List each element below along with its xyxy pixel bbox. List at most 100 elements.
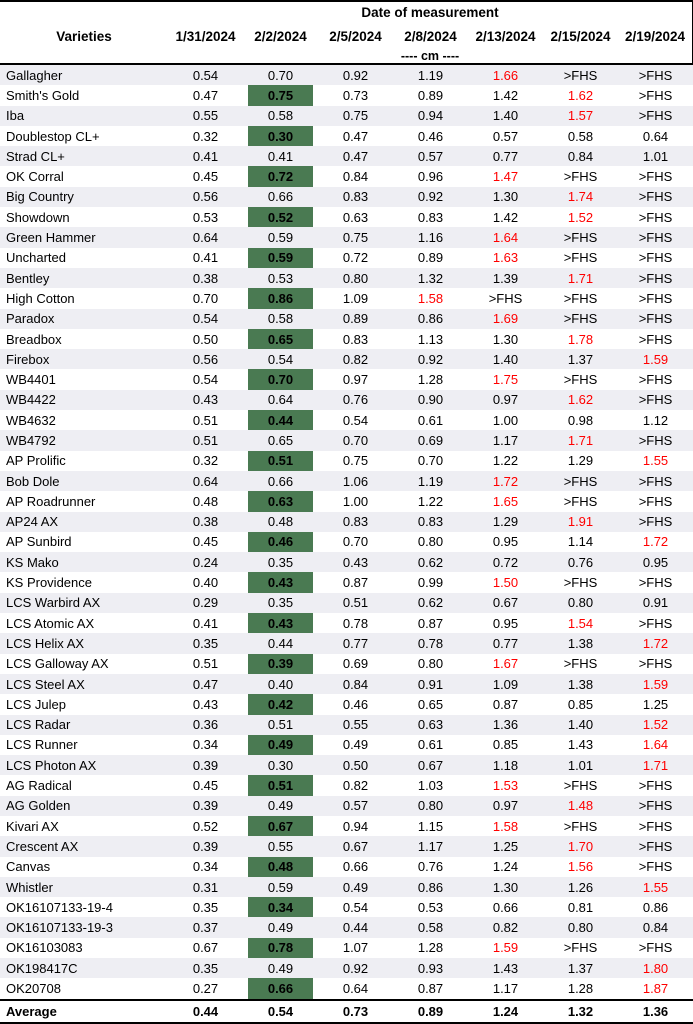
variety-name: Iba [0,105,168,126]
table-row: OK198417C 0.35 0.49 0.92 0.93 1.43 1.37 1.80 [0,958,693,979]
measurement-cell: 1.13 [417,331,444,347]
measurement-cell: 1.00 [342,493,369,509]
measurement-cell: >FHS [618,836,693,857]
measurement-cell: 1.30 [468,876,543,898]
first-hollow-stem-highlight: 0.59 [248,247,313,268]
measurement-cell: 0.70 [243,369,318,390]
first-hollow-stem-highlight: 0.78 [248,937,313,959]
measurement-cell: 0.87 [417,981,444,996]
variety-name: Bob Dole [0,470,168,492]
measurement-cell: 0.67 [468,592,543,614]
measurement-cell: 1.71 [543,267,618,289]
measurement-cell: 1.38 [543,633,618,654]
measurement-cell: 0.76 [417,859,444,875]
measurement-cell: 1.19 [393,470,468,492]
measurement-cell: 1.09 [342,290,369,306]
measurement-cell: 0.77 [468,633,543,654]
table-row: OK16107133-19-4 0.35 0.34 0.54 0.53 0.66 0.81 0… [0,897,693,918]
measurement-cell: 0.80 [417,656,444,672]
table-row: Kivari AX 0.52 0.67 0.94 1.15 1.58 >FHS >FHS [0,815,693,837]
measurement-cell: >FHS [563,250,598,266]
column-header-date: 2/5/2024 [329,28,382,44]
measurement-cell: 1.52 [567,209,594,225]
first-hollow-stem-highlight: 0.66 [248,978,313,999]
table-row: Smith's Gold 0.47 0.75 0.73 0.89 1.42 1.62 >FHS [0,85,693,106]
table-row: AP Prolific 0.32 0.51 0.75 0.70 1.22 1.29 1.55 [0,450,693,471]
measurement-cell: 0.49 [318,876,393,898]
measurement-cell: 0.66 [243,470,318,492]
measurement-cell: 0.52 [243,207,318,228]
measurement-cell: 0.34 [192,859,219,875]
measurement-cell: 0.83 [393,511,468,532]
table-row: OK20708 0.27 0.66 0.64 0.87 1.17 1.28 1.87 [0,978,693,999]
table-row: AP Roadrunner 0.48 0.63 1.00 1.22 1.65 >FHS >FH… [0,491,693,512]
measurement-cell: 0.86 [393,876,468,898]
first-hollow-stem-highlight: 0.48 [248,856,313,877]
measurement-cell: 1.40 [543,714,618,735]
measurement-cell: 1.66 [468,64,543,86]
measurement-cell: >FHS [638,493,673,509]
measurement-cell: 0.75 [318,105,393,126]
table-row: LCS Runner 0.34 0.49 0.49 0.61 0.85 1.43 1.64 [0,734,693,756]
measurement-cell: 0.78 [243,937,318,959]
measurement-cell: 0.64 [168,227,243,248]
measurement-cell: 0.89 [417,87,444,103]
variety-name: LCS Warbird AX [0,592,168,614]
measurement-cell: 0.58 [393,917,468,938]
measurement-cell: 1.47 [492,169,519,185]
measurement-cell: 1.58 [492,818,519,834]
measurement-cell: 0.94 [342,818,369,834]
table-row: WB4401 0.54 0.70 0.97 1.28 1.75 >FHS >FHS [0,369,693,390]
measurement-cell: 1.14 [567,534,594,550]
measurement-cell: 1.62 [543,389,618,411]
measurement-cell: 0.98 [567,412,594,428]
table-row: Crescent AX 0.39 0.55 0.67 1.17 1.25 1.70 >FHS [0,836,693,857]
variety-name: Green Hammer [0,227,168,248]
first-hollow-stem-highlight: 0.44 [248,410,313,431]
measurement-cell: 0.75 [318,227,393,248]
measurement-cell: 0.69 [342,656,369,672]
measurement-cell: 0.45 [192,169,219,185]
unit-note: ---- cm ---- [168,49,693,65]
measurement-cell: 1.58 [417,290,444,306]
first-hollow-stem-highlight: 0.52 [248,207,313,228]
first-hollow-stem-highlight: 0.43 [248,572,313,593]
measurement-cell: 0.32 [192,453,219,469]
measurement-cell: 0.66 [243,186,318,208]
measurement-cell: 1.69 [468,308,543,329]
measurement-cell: 1.28 [567,981,594,996]
measurement-cell: 1.55 [618,876,693,898]
measurement-cell: 0.86 [642,899,669,915]
measurement-cell: 0.62 [393,552,468,573]
measurement-cell: 0.41 [192,615,219,631]
variety-name: LCS Atomic AX [6,615,95,631]
variety-name: OK16107133-19-4 [6,899,113,915]
measurement-cell: 0.72 [243,166,318,187]
variety-name: Crescent AX [0,836,168,857]
measurement-cell: 0.72 [342,250,369,266]
measurement-cell: 0.35 [243,592,318,614]
table-row: Green Hammer 0.64 0.59 0.75 1.16 1.64 >FHS >FHS [0,227,693,248]
measurement-cell: 0.96 [417,169,444,185]
measurement-cell: >FHS [638,656,673,672]
measurement-cell: 1.36 [468,714,543,735]
measurement-cell: >FHS [543,227,618,248]
variety-name: LCS Radar [0,714,168,735]
measurement-cell: 1.25 [642,696,669,712]
measurement-cell: 0.58 [243,105,318,126]
measurement-cell: 1.75 [492,372,519,388]
average-cell: 1.32 [543,998,618,1024]
table-row: High Cotton 0.70 0.86 1.09 1.58 >FHS >FHS >FHS [0,288,693,309]
variety-name: AP Roadrunner [6,493,96,509]
table-row: OK16107133-19-3 0.37 0.49 0.44 0.58 0.82 0.80 0… [0,917,693,938]
measurement-cell: 0.34 [243,897,318,918]
variety-name: WB4792 [0,430,168,451]
measurement-cell: 0.59 [243,876,318,898]
first-hollow-stem-highlight: 0.63 [248,491,313,512]
measurement-cell: 0.54 [243,349,318,370]
average-label: Average [0,998,168,1024]
measurement-cell: 1.42 [492,87,519,103]
column-header-varieties: Varieties [56,28,112,44]
variety-name: LCS Steel AX [0,673,168,695]
measurement-cell: 1.50 [492,575,519,591]
